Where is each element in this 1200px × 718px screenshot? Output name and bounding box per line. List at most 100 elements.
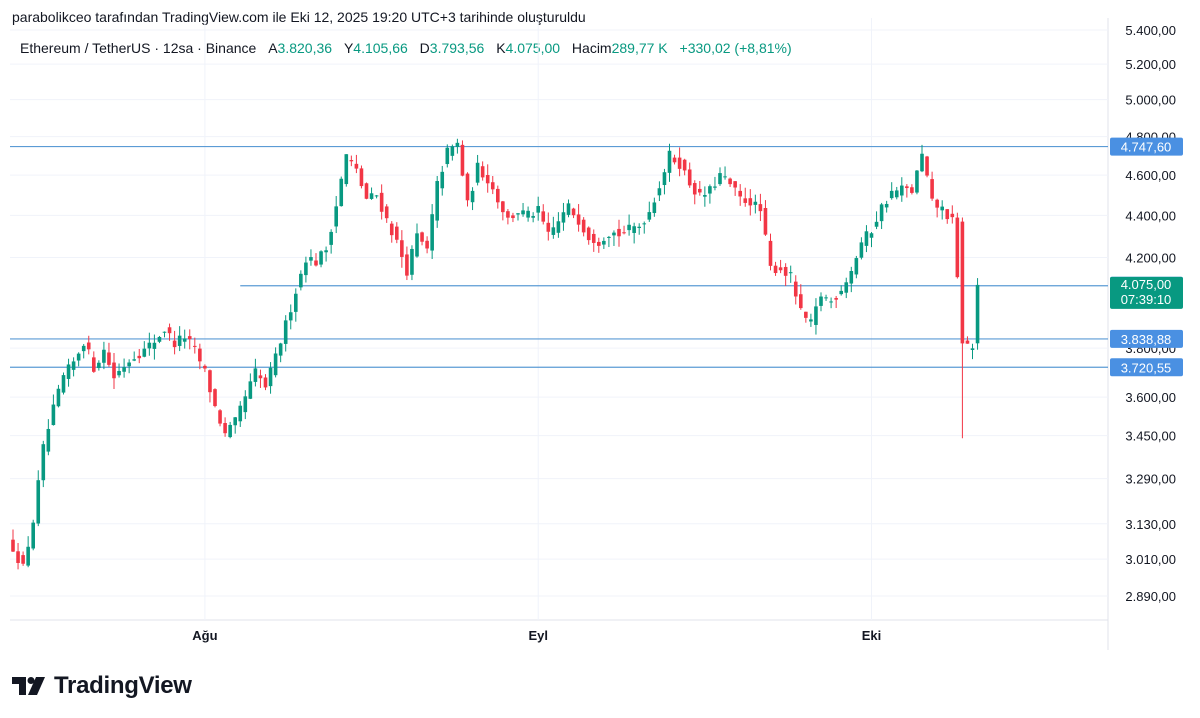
candle-body [642, 223, 647, 225]
candle-body [546, 222, 551, 232]
legend-open-value: 3.820,36 [277, 40, 333, 56]
candle-body [218, 410, 222, 424]
candle-body [945, 209, 950, 220]
tradingview-logo[interactable]: TradingView [12, 672, 192, 700]
candle-body [935, 199, 939, 208]
candle-body [960, 221, 965, 344]
candle-body [763, 208, 768, 235]
candle-countdown-label: 07:39:10 [1121, 292, 1172, 307]
candle-body [480, 166, 485, 178]
legend-symbol[interactable]: Ethereum / TetherUS · 12sa · Binance [20, 40, 257, 56]
candle-body [420, 232, 424, 242]
candle-body [829, 301, 833, 303]
candle-body [581, 219, 586, 233]
candle-body [11, 539, 15, 552]
candle-body [662, 172, 667, 186]
candle-body [576, 214, 581, 225]
candle-body [783, 266, 788, 276]
candle-body [531, 216, 535, 218]
candle-body [21, 555, 25, 564]
price-labels-layer: 4.747,604.071,163.838,883.720,554.075,00… [1110, 137, 1183, 377]
candle-body [804, 311, 808, 318]
candle-body [56, 388, 61, 407]
candle-body [147, 342, 152, 349]
candle-body [930, 179, 934, 199]
legend-close-value: 4.075,00 [505, 40, 561, 56]
candle-body [799, 294, 803, 309]
candle-body [86, 342, 91, 350]
candle-body [142, 348, 147, 357]
candle-body [213, 389, 217, 407]
candle-body [445, 147, 450, 165]
candle-body [854, 258, 859, 275]
candle-body [819, 296, 823, 306]
candle-body [182, 338, 187, 342]
x-tick-label: Ağu [192, 628, 217, 643]
y-tick-label: 2.890,00 [1125, 589, 1176, 604]
level-price-label-box [1110, 358, 1183, 377]
candle-body [76, 353, 81, 361]
candle-body [849, 270, 854, 284]
candle-body [773, 265, 778, 274]
y-tick-label: 3.010,00 [1125, 552, 1176, 567]
candle-body [167, 327, 172, 334]
candle-body [622, 232, 626, 234]
candle-body [203, 365, 207, 369]
y-tick-label: 3.450,00 [1125, 429, 1176, 444]
candle-body [672, 157, 677, 163]
candle-body [364, 183, 369, 199]
chart-created-caption: parabolikceo tarafından TradingView.com … [12, 9, 586, 25]
candle-body [379, 192, 384, 212]
candle-body [258, 375, 263, 379]
candle-body [465, 173, 470, 201]
candle-body [526, 210, 530, 218]
candle-body [708, 186, 712, 194]
candle-body [814, 306, 818, 325]
candle-body [738, 190, 742, 197]
candle-body [102, 349, 106, 363]
candle-body [485, 175, 490, 184]
candle-body [955, 217, 960, 278]
candle-body [586, 227, 591, 241]
candle-body [283, 320, 288, 344]
candle-body [425, 240, 429, 249]
candle-body [193, 345, 197, 347]
candle-body [652, 202, 657, 214]
candle-body [824, 297, 828, 299]
candle-body [122, 367, 126, 372]
candle-body [450, 146, 455, 156]
candle-body [107, 352, 111, 365]
candle-body [910, 187, 914, 193]
candle-body [248, 381, 253, 399]
candle-body [304, 262, 308, 276]
candle-body [71, 361, 76, 370]
y-tick-label: 5.400,00 [1125, 23, 1176, 38]
x-tick-label: Eyl [528, 628, 548, 643]
candle-body [344, 154, 349, 185]
candle-body [516, 213, 520, 215]
candle-body [809, 319, 813, 322]
candle-body [728, 178, 732, 185]
candle-body [536, 206, 540, 213]
candle-body [698, 188, 702, 193]
candle-body [768, 240, 773, 266]
candle-body [839, 290, 843, 295]
candle-body [16, 551, 20, 563]
candle-body [884, 203, 889, 208]
candles-layer [11, 138, 980, 570]
candle-body [177, 335, 182, 346]
candle-body [975, 284, 980, 344]
candle-body [889, 190, 894, 199]
legend-change: +330,02 (+8,81%) [679, 40, 792, 56]
candle-body [288, 312, 293, 321]
candle-body [172, 340, 177, 348]
candle-body [415, 233, 419, 257]
candle-body [506, 211, 510, 218]
candle-body [354, 163, 359, 169]
candle-body [92, 357, 96, 372]
candle-body [384, 206, 389, 219]
candle-body [733, 181, 737, 188]
candle-body [925, 156, 929, 176]
candle-body [859, 242, 864, 258]
